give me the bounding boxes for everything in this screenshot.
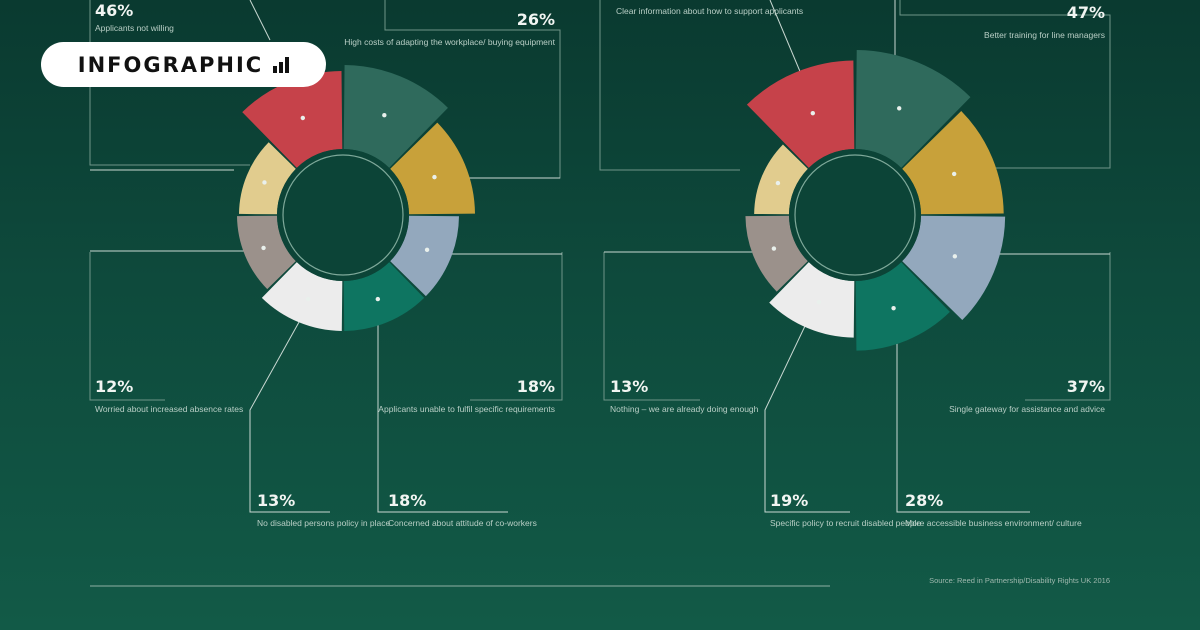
radial-segment	[902, 215, 1006, 321]
segment-marker	[816, 299, 822, 305]
label-value: 18%	[388, 491, 426, 510]
radial-segment	[390, 122, 475, 215]
left-radial-chart	[237, 65, 475, 331]
segment-marker	[382, 113, 387, 118]
radial-segment	[237, 215, 296, 290]
radial-segment	[746, 60, 855, 168]
label-text: Concerned about attitude of co-workers	[388, 518, 537, 528]
segment-marker	[951, 171, 957, 177]
segment-marker	[891, 305, 896, 311]
segment-marker	[375, 296, 381, 302]
segment-marker	[896, 106, 902, 111]
label-text: High costs of adapting the workplace/ bu…	[344, 37, 555, 47]
chart-center	[789, 149, 921, 281]
radial-segment	[855, 50, 971, 168]
label-value: 12%	[95, 377, 133, 396]
label-value: 47%	[1067, 3, 1105, 22]
radial-segment	[902, 110, 1004, 215]
label-text: Applicants unable to fulfil specific req…	[378, 404, 555, 414]
segment-marker	[305, 296, 311, 302]
label-value: 37%	[1067, 377, 1105, 396]
segment-marker	[432, 174, 437, 180]
radial-segment	[261, 262, 343, 331]
radial-segment	[239, 142, 296, 215]
radial-segment	[242, 71, 343, 168]
segment-marker	[771, 246, 777, 251]
label-value: 19%	[770, 491, 808, 510]
label-value: 26%	[517, 10, 555, 29]
radial-segment	[390, 215, 459, 297]
bar-chart-icon	[273, 56, 290, 73]
segment-marker	[810, 110, 816, 116]
radial-segment	[343, 65, 448, 168]
label-text: Nothing – we are already doing enough	[610, 404, 759, 414]
label-text: Single gateway for assistance and advice	[949, 404, 1105, 414]
label-text: Specific policy to recruit disabled peop…	[770, 518, 921, 528]
radial-segment	[855, 262, 950, 351]
source-note: Source: Reed in Partnership/Disability R…	[929, 576, 1110, 585]
radial-segment	[343, 262, 425, 331]
badge-label: INFOGRAPHIC	[77, 52, 264, 77]
label-value: 46%	[95, 1, 133, 20]
segment-marker	[300, 115, 306, 121]
segment-marker	[775, 180, 781, 186]
segment-marker	[261, 245, 266, 251]
label-text: Worried about increased absence rates	[95, 404, 243, 414]
label-value: 13%	[257, 491, 295, 510]
label-text: Applicants not willing	[95, 23, 174, 33]
segment-marker	[262, 180, 267, 185]
label-text: Clear information about how to support a…	[616, 6, 803, 16]
label-text: More accessible business environment/ cu…	[905, 518, 1082, 528]
radial-segment	[754, 144, 808, 215]
label-text: No disabled persons policy in place	[257, 518, 391, 528]
radial-segment	[769, 262, 855, 338]
label-text: Better training for line managers	[984, 30, 1105, 40]
label-value: 18%	[517, 377, 555, 396]
radial-segment	[745, 215, 808, 292]
center-ring	[794, 154, 916, 276]
label-value: 28%	[905, 491, 943, 510]
segment-marker	[952, 254, 958, 259]
chart-center	[277, 149, 409, 281]
segment-marker	[424, 247, 430, 253]
right-radial-chart	[745, 50, 1006, 351]
label-value: 13%	[610, 377, 648, 396]
center-ring	[282, 154, 404, 276]
infographic-badge: INFOGRAPHIC	[41, 42, 326, 87]
